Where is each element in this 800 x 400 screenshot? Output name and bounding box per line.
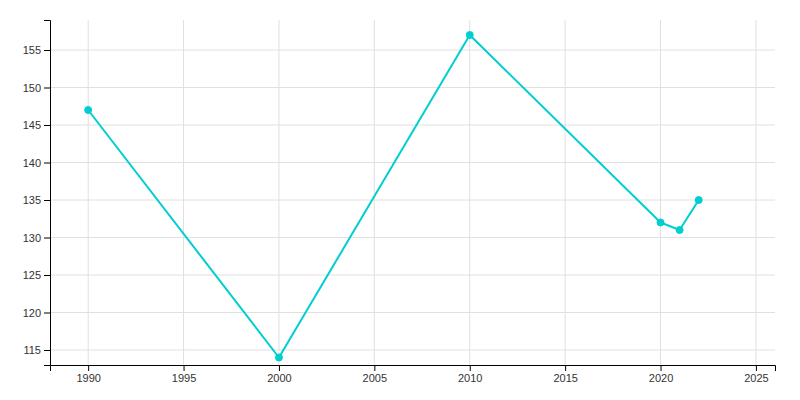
y-axis-tick-label: 155: [23, 44, 41, 56]
x-axis-tick-label: 2025: [744, 372, 768, 384]
x-axis-tick: 2020: [649, 365, 673, 384]
line: [88, 35, 699, 358]
y-axis-tick-label: 115: [23, 344, 41, 356]
y-axis-tick-mark: [44, 125, 50, 126]
grid-line-y: [50, 162, 775, 163]
y-axis-tick: 140: [23, 157, 50, 169]
grid-line-y: [50, 237, 775, 238]
y-axis-tick-mark: [44, 275, 50, 276]
grid-line-y: [50, 312, 775, 313]
x-axis: 1990 1995 2000 2005 2010 2015 2020 2025: [51, 365, 776, 384]
y-axis-tick-label: 145: [23, 119, 41, 131]
x-axis-tick-mark: [470, 365, 471, 371]
x-axis-tick: 2000: [267, 365, 291, 384]
x-axis-tick: 1990: [76, 365, 100, 384]
plot-area: 1990 1995 2000 2005 2010 2015 2020 2025 115 120 12…: [23, 20, 776, 384]
series: [85, 32, 703, 362]
y-axis-tick: 115: [23, 344, 50, 356]
y-axis-tick-mark: [44, 163, 50, 164]
grid-line-y: [50, 50, 775, 51]
chart: 1990 1995 2000 2005 2010 2015 2020 2025 115 120 12…: [0, 0, 800, 400]
x-axis-tick-label: 2010: [458, 372, 482, 384]
x-axis-tick-label: 1990: [76, 372, 100, 384]
y-axis-tick-label: 120: [23, 307, 41, 319]
x-axis-tick-mark: [88, 365, 89, 371]
point: [85, 107, 92, 114]
y-axis-tick-mark: [44, 350, 50, 351]
x-axis-tick: 2005: [363, 365, 387, 384]
point: [695, 197, 702, 204]
x-axis-tick-mark: [279, 365, 280, 371]
point: [657, 219, 664, 226]
x-axis-tick-mark: [661, 365, 662, 371]
x-axis-tick-label: 1995: [172, 372, 196, 384]
x-axis-tick-label: 2005: [363, 372, 387, 384]
y-axis-tick-mark: [44, 88, 50, 89]
y-axis-tick: 155: [23, 44, 50, 56]
y-axis-tick: 150: [23, 82, 50, 94]
grid-line-x: [565, 20, 566, 365]
x-axis-line: [51, 366, 776, 372]
y-axis-tick-mark: [44, 238, 50, 239]
x-axis-tick-mark: [374, 365, 375, 371]
point: [466, 32, 473, 39]
x-axis-tick: 2025: [744, 365, 768, 384]
point: [676, 227, 683, 234]
x-axis-tick: 1995: [172, 365, 196, 384]
x-axis-tick-label: 2015: [553, 372, 577, 384]
grid-line-x: [278, 20, 279, 365]
grid-line-y: [50, 87, 775, 88]
y-axis-tick: 120: [23, 307, 50, 319]
x-axis-tick: 2015: [553, 365, 577, 384]
grid-line-x: [183, 20, 184, 365]
x-axis-tick-mark: [756, 365, 757, 371]
y-axis-tick-label: 150: [23, 82, 41, 94]
grid-line-y: [50, 350, 775, 351]
y-axis: 115 120 125 130 135 140 145 150 155: [23, 21, 51, 366]
y-axis-tick-label: 140: [23, 157, 41, 169]
y-axis-tick-label: 125: [23, 269, 41, 281]
y-axis-tick: 125: [23, 269, 50, 281]
x-axis-tick-label: 2020: [649, 372, 673, 384]
y-axis-tick-mark: [44, 50, 50, 51]
grid-line-x: [660, 20, 661, 365]
y-axis-tick-label: 135: [23, 194, 41, 206]
grid-line-y: [50, 275, 775, 276]
grid: [50, 20, 775, 365]
x-axis-tick-mark: [184, 365, 185, 371]
grid-line-y: [50, 125, 775, 126]
y-axis-tick-mark: [44, 200, 50, 201]
y-axis-line: [44, 21, 51, 366]
y-axis-tick: 145: [23, 119, 50, 131]
point: [275, 354, 282, 361]
y-axis-tick-mark: [44, 313, 50, 314]
y-axis-tick: 135: [23, 194, 50, 206]
x-axis-tick: 2010: [458, 365, 482, 384]
y-axis-tick-label: 130: [23, 232, 41, 244]
y-axis-tick: 130: [23, 232, 50, 244]
x-axis-tick-label: 2000: [267, 372, 291, 384]
grid-line-x: [88, 20, 89, 365]
grid-line-x: [374, 20, 375, 365]
grid-line-x: [469, 20, 470, 365]
grid-line-x: [755, 20, 756, 365]
x-axis-tick-mark: [565, 365, 566, 371]
